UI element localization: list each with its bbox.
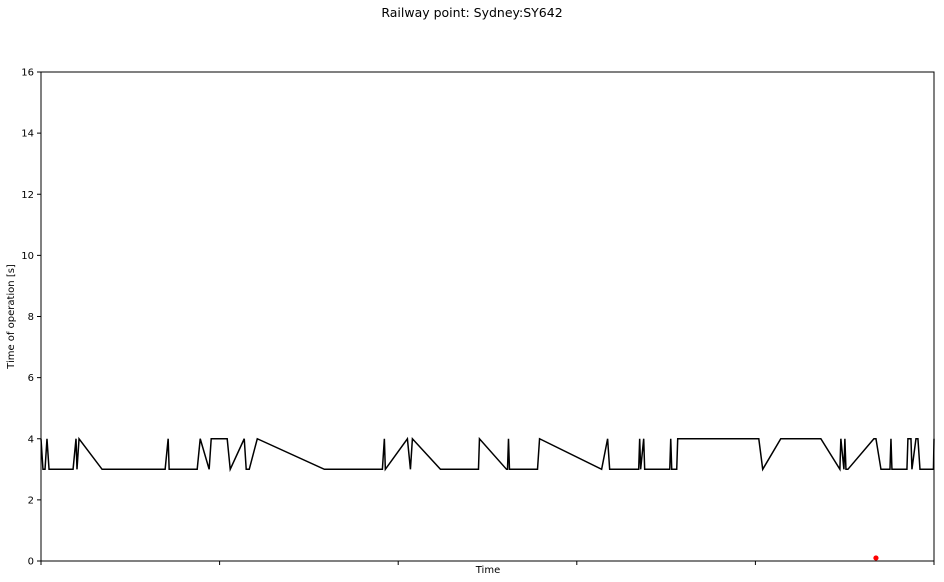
y-tick-label: 2 xyxy=(28,495,34,506)
y-tick-label: 6 xyxy=(28,373,34,384)
y-tick-label: 16 xyxy=(21,68,34,79)
y-tick-label: 14 xyxy=(21,129,34,140)
chart-title: Railway point: Sydney:SY642 xyxy=(381,5,562,20)
y-tick-label: 4 xyxy=(28,434,34,445)
outlier-point xyxy=(873,555,878,560)
y-tick-label: 8 xyxy=(28,312,34,323)
y-tick-label: 10 xyxy=(21,251,34,262)
y-axis-label: Time of operation [s] xyxy=(6,264,17,370)
y-tick-label: 12 xyxy=(21,190,34,201)
x-axis-label: Time xyxy=(475,565,500,576)
y-tick-label: 0 xyxy=(28,557,34,568)
